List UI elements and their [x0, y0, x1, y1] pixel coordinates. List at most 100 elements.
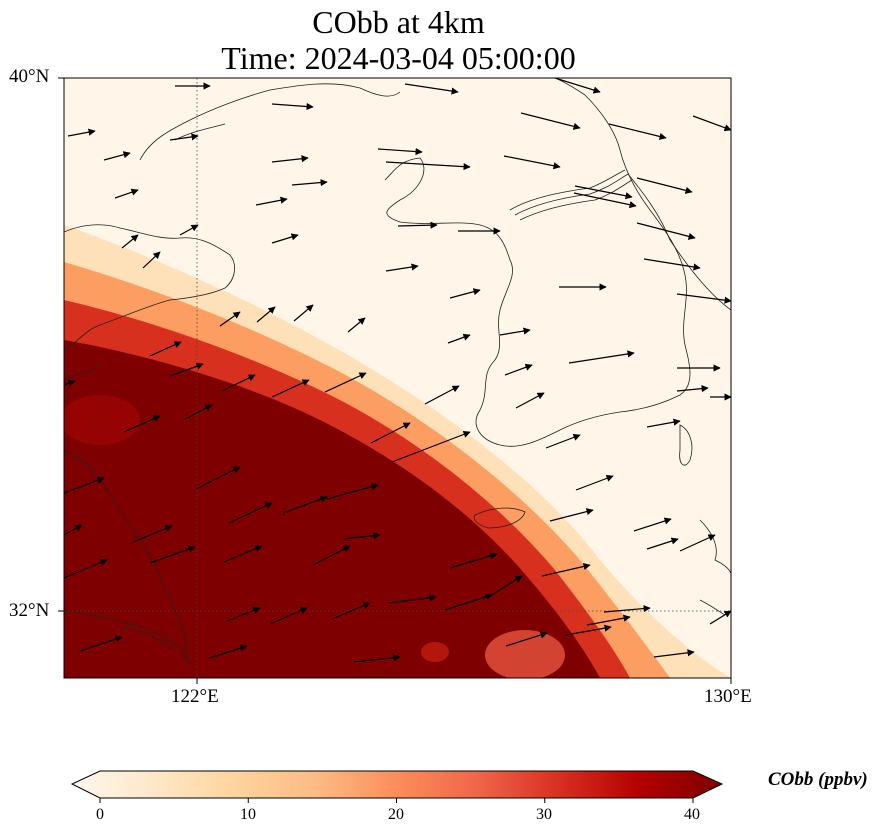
lat-tick-label-40: 40°N: [9, 66, 50, 87]
wind-arrow: [184, 404, 213, 420]
wind-arrow: [226, 607, 261, 622]
colorbar-tick-label-0: 0: [96, 806, 104, 823]
wind-arrow: [608, 123, 667, 140]
wind-arrow: [223, 545, 263, 563]
wind-arrow: [169, 133, 199, 141]
wind-arrow: [64, 524, 83, 536]
map-title-line-2: Time: 2024-03-04 05:00:00: [221, 40, 576, 76]
wind-arrow: [256, 306, 276, 323]
wind-arrow: [291, 178, 328, 187]
wind-arrow: [64, 379, 76, 387]
wind-arrow: [676, 293, 731, 304]
wind-arrow: [520, 112, 581, 130]
colorbar-tick-label-40: 40: [684, 806, 700, 823]
wind-arrow: [312, 545, 351, 566]
wind-arrow: [64, 476, 105, 494]
wind-arrow: [103, 151, 131, 161]
wind-arrow: [491, 575, 523, 596]
wind-arrow: [504, 363, 533, 376]
wind-arrow: [603, 604, 651, 613]
wind-arrow: [293, 304, 314, 322]
plume-lobe-1: [64, 395, 140, 445]
wind-arrow: [79, 635, 123, 652]
wind-arrow: [123, 415, 161, 433]
wind-vectors: [64, 78, 731, 663]
wind-arrow: [142, 251, 161, 269]
wind-arrow: [326, 483, 379, 500]
wind-arrow: [586, 614, 631, 626]
wind-arrow: [643, 258, 701, 271]
wind-arrow: [219, 311, 241, 327]
wind-arrow: [692, 115, 731, 132]
wind-arrow: [195, 466, 241, 490]
wind-arrow: [385, 263, 419, 272]
wind-arrow: [385, 161, 471, 171]
wind-arrow: [549, 508, 594, 522]
wind-arrow: [370, 422, 411, 444]
wind-arrow: [353, 654, 401, 663]
wind-arrow: [282, 495, 328, 514]
wind-arrow: [575, 474, 614, 491]
wind-arrow: [228, 502, 273, 524]
wind-arrow: [568, 350, 635, 364]
wind-arrow: [541, 562, 591, 577]
map-frame: [63, 77, 732, 679]
wind-arrow: [269, 607, 308, 625]
wind-arrow: [636, 177, 693, 194]
wind-arrow: [503, 155, 561, 170]
wind-arrow: [499, 327, 531, 336]
colorbar: [70, 770, 724, 803]
wind-arrow: [255, 196, 288, 206]
wind-arrow: [331, 602, 371, 620]
lon-tick-label-122: 122°E: [171, 686, 219, 707]
plume-lobe-2: [485, 630, 565, 678]
wind-arrow: [449, 288, 481, 299]
wind-arrow: [271, 155, 309, 163]
wind-arrow: [271, 102, 314, 111]
wind-arrow: [636, 222, 696, 240]
wind-arrow: [377, 147, 423, 156]
plume-lobe-3: [421, 642, 449, 662]
wind-arrow: [67, 128, 96, 137]
plume-core: [64, 340, 600, 678]
wind-arrow: [404, 83, 459, 95]
wind-arrow: [449, 552, 498, 569]
wind-arrow: [347, 317, 366, 333]
wind-arrow: [709, 610, 731, 625]
wind-arrow: [64, 559, 108, 579]
wind-arrow: [149, 545, 196, 564]
lon-tick-label-130: 130°E: [704, 686, 752, 707]
wind-arrow: [324, 372, 367, 393]
wind-arrow: [646, 537, 679, 550]
wind-arrow: [271, 233, 299, 244]
map-plot: [58, 77, 732, 684]
colorbar-tick-label-30: 30: [536, 806, 552, 823]
wind-arrow: [114, 188, 139, 199]
colorbar-bar: [70, 770, 724, 799]
wind-arrow: [121, 234, 139, 249]
wind-arrow: [221, 374, 256, 392]
wind-arrow: [505, 631, 548, 647]
wind-arrow: [343, 532, 381, 540]
wind-arrow: [169, 362, 204, 377]
wind-arrow: [653, 649, 695, 658]
wind-arrow: [515, 392, 545, 409]
wind-arrow: [209, 644, 248, 659]
wind-arrow: [271, 379, 310, 398]
map-title-line-1: CObb at 4km: [312, 4, 485, 40]
wind-arrow: [565, 624, 612, 636]
lat-tick-label-32: 32°N: [9, 600, 50, 621]
wind-arrow: [179, 224, 199, 236]
colorbar-ticks: [99, 798, 694, 803]
wind-arrow: [554, 78, 601, 94]
coastlines: [64, 78, 731, 666]
wind-arrow: [149, 341, 182, 357]
colorbar-tick-label-20: 20: [388, 806, 404, 823]
colorbar-tick-label-10: 10: [240, 806, 256, 823]
wind-arrow: [397, 221, 438, 229]
wind-arrow: [388, 594, 437, 604]
wind-arrow: [646, 418, 681, 428]
wind-arrow: [573, 192, 637, 209]
wind-arrow: [679, 534, 716, 552]
wind-arrow: [633, 517, 672, 532]
